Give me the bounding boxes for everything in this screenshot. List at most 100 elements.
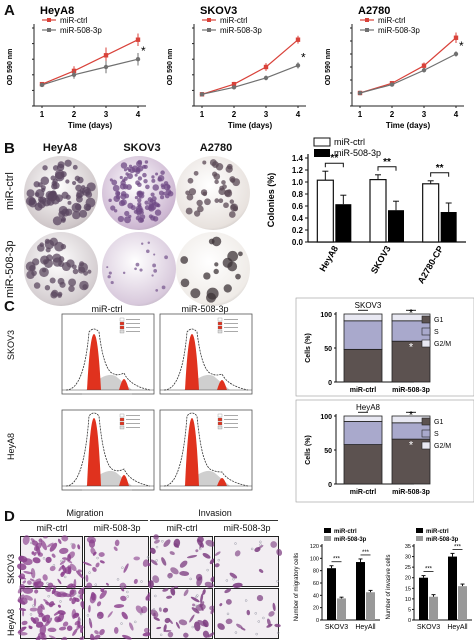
cell — [175, 621, 180, 629]
cell — [99, 560, 105, 564]
colony — [137, 176, 143, 181]
colony — [64, 159, 72, 167]
cell — [61, 557, 68, 560]
cell — [72, 628, 78, 636]
pore — [59, 600, 62, 603]
pore — [98, 615, 101, 619]
colony — [137, 204, 142, 208]
colony — [127, 173, 133, 180]
pore — [88, 571, 91, 574]
d-row-label-skov3: SKOV3 — [6, 553, 16, 584]
x-tick-label: 2 — [72, 110, 77, 119]
series-line-ctrl — [359, 37, 457, 94]
category-label: miR-508-3p — [392, 387, 430, 394]
cell — [246, 609, 251, 616]
colony — [167, 190, 174, 197]
category-label: A2780-CP — [416, 244, 446, 285]
pore — [126, 590, 129, 594]
colony — [85, 205, 91, 211]
cell — [225, 618, 233, 625]
mini-legend-swatch — [119, 329, 125, 334]
significance-label: *** — [333, 557, 341, 563]
cell — [79, 594, 84, 600]
cell — [96, 601, 102, 607]
legend-label: S — [434, 329, 439, 336]
colony — [123, 168, 127, 172]
mini-legend-swatch — [217, 325, 223, 330]
cell — [89, 593, 97, 604]
colony — [122, 271, 126, 275]
colony — [232, 178, 241, 187]
legend-label: G2/M — [434, 443, 451, 450]
cell — [173, 542, 180, 548]
chart-frame — [295, 399, 474, 503]
colony — [134, 196, 139, 200]
significance-label: *** — [362, 550, 370, 556]
pore — [70, 542, 74, 546]
pore — [154, 594, 157, 598]
pore — [244, 599, 248, 602]
cell — [86, 582, 93, 590]
cell — [225, 598, 232, 605]
legend-label: miR-ctrl — [60, 16, 88, 25]
cell — [49, 565, 56, 572]
legend-marker — [365, 28, 369, 32]
stained-cells — [214, 540, 283, 588]
category-label: SKOV3 — [369, 244, 393, 275]
cell — [122, 634, 132, 640]
colony — [142, 172, 147, 178]
colony — [31, 270, 37, 276]
colony — [148, 214, 153, 219]
colonies — [180, 236, 243, 303]
y-axis-label: Number of migratory cells — [294, 553, 300, 621]
cell — [88, 617, 93, 629]
cell — [148, 580, 154, 589]
colony — [129, 166, 136, 174]
colony — [44, 285, 51, 291]
cell — [133, 578, 138, 584]
bar-mir — [366, 592, 375, 620]
colony-dish-4 — [24, 232, 98, 306]
colony — [144, 200, 149, 205]
legend-label: miR-508-3p — [220, 26, 262, 35]
colony — [188, 188, 197, 196]
colony — [79, 209, 88, 218]
colony — [164, 255, 168, 260]
colony — [228, 211, 236, 218]
legend-label-ctrl: miR-ctrl — [334, 529, 357, 535]
histogram-outline — [65, 328, 151, 391]
pore — [94, 583, 98, 586]
y-axis-label: OD 590 nm — [325, 49, 332, 86]
y-tick-label: 0.4 — [292, 214, 304, 223]
panel-letter-c: C — [4, 298, 15, 315]
legend-swatch — [421, 315, 431, 324]
category-label: HeyA8 — [317, 244, 340, 273]
colony — [54, 241, 64, 252]
cell — [86, 536, 97, 544]
cell — [68, 551, 75, 559]
colony — [66, 259, 75, 268]
legend-swatch — [421, 327, 431, 336]
cell — [209, 558, 215, 565]
colony — [144, 205, 150, 211]
colony — [203, 272, 211, 280]
colony — [208, 238, 215, 245]
colony — [72, 211, 81, 220]
cell — [147, 563, 151, 567]
colony — [206, 292, 216, 303]
cell — [113, 604, 125, 609]
data-point-ctrl — [103, 53, 109, 58]
colony — [150, 192, 155, 197]
cell — [179, 571, 190, 576]
colony — [82, 284, 88, 290]
invasion-divider — [150, 520, 278, 521]
bar-mir — [335, 204, 352, 242]
pore — [32, 604, 35, 607]
colony — [139, 214, 146, 220]
colonies — [25, 237, 92, 299]
y-tick-label: 0.0 — [292, 238, 304, 247]
cell — [33, 598, 37, 607]
colony — [186, 193, 194, 201]
colony — [51, 183, 58, 190]
colony — [57, 293, 62, 298]
